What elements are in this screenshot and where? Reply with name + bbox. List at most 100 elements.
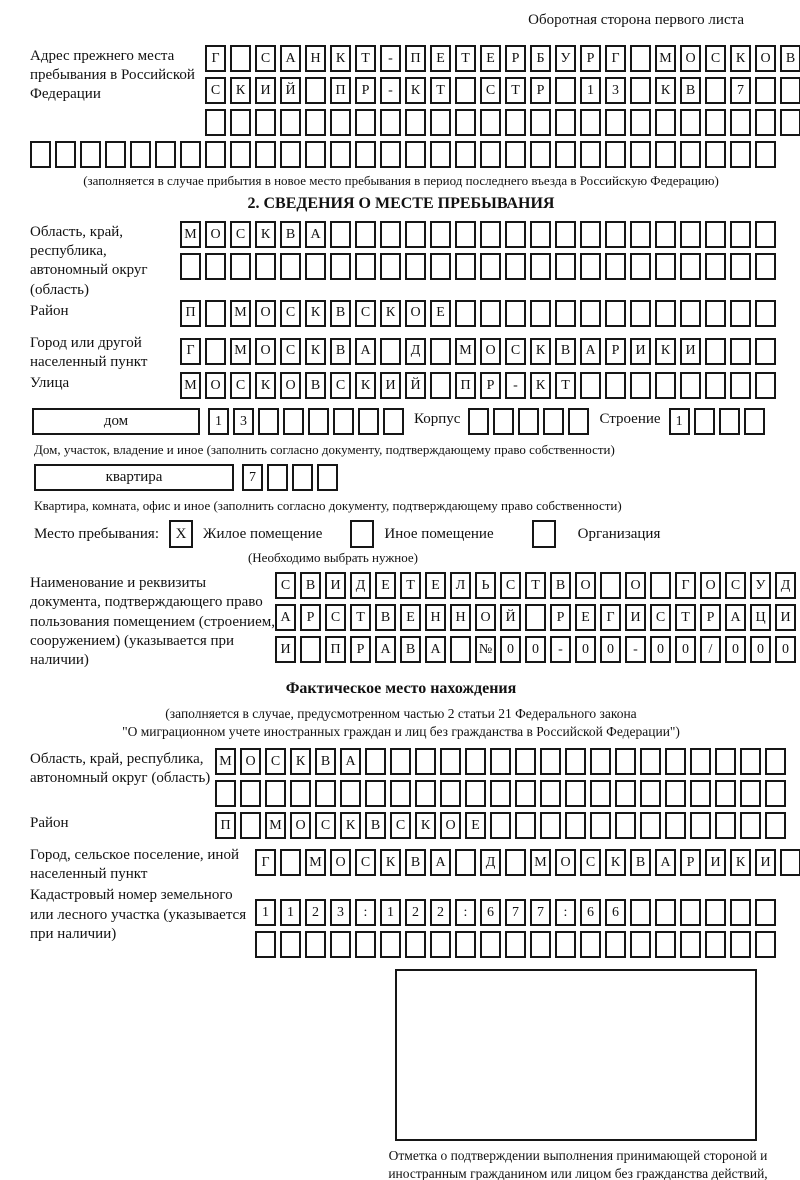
char-cell[interactable]: К	[380, 299, 401, 327]
char-cell[interactable]	[755, 337, 776, 365]
char-cell[interactable]: М	[230, 299, 251, 327]
char-cell[interactable]: Ц	[750, 604, 771, 632]
char-cell[interactable]: /	[700, 636, 721, 664]
char-cell[interactable]	[380, 109, 401, 136]
char-cell[interactable]: Р	[355, 77, 376, 104]
char-cell[interactable]	[730, 899, 751, 927]
char-cell[interactable]: 1	[280, 899, 301, 927]
char-cell[interactable]	[555, 299, 576, 327]
char-cell[interactable]	[440, 780, 461, 808]
char-cell[interactable]	[640, 780, 661, 808]
char-cell[interactable]	[450, 636, 471, 664]
char-cell[interactable]: Й	[405, 372, 426, 400]
char-cell[interactable]: С	[355, 849, 376, 877]
char-cell[interactable]	[565, 780, 586, 808]
char-cell[interactable]: С	[725, 572, 746, 600]
stay-type-checkbox-other[interactable]	[350, 520, 375, 549]
char-cell[interactable]: И	[705, 849, 726, 877]
char-cell[interactable]: С	[230, 372, 251, 400]
char-cell[interactable]: В	[550, 572, 571, 600]
char-cell[interactable]: О	[205, 372, 226, 400]
char-cell[interactable]: Г	[600, 604, 621, 632]
char-cell[interactable]	[355, 109, 376, 136]
char-cell[interactable]: С	[705, 45, 726, 72]
char-cell[interactable]: 7	[242, 464, 263, 492]
char-cell[interactable]	[630, 899, 651, 927]
char-cell[interactable]	[505, 221, 526, 248]
char-cell[interactable]	[505, 849, 526, 877]
char-cell[interactable]	[330, 253, 351, 280]
char-cell[interactable]: С	[355, 299, 376, 327]
char-cell[interactable]	[555, 141, 576, 168]
char-cell[interactable]: Р	[580, 45, 601, 72]
char-cell[interactable]	[155, 141, 176, 168]
char-cell[interactable]: И	[630, 337, 651, 365]
char-cell[interactable]	[267, 464, 288, 492]
char-cell[interactable]: С	[650, 604, 671, 632]
char-cell[interactable]	[265, 780, 286, 808]
char-cell[interactable]	[605, 221, 626, 248]
char-cell[interactable]	[630, 253, 651, 280]
char-cell[interactable]	[230, 109, 251, 136]
char-cell[interactable]	[258, 408, 279, 436]
char-cell[interactable]: В	[305, 372, 326, 400]
char-cell[interactable]	[755, 899, 776, 927]
char-cell[interactable]	[330, 221, 351, 248]
char-cell[interactable]	[630, 77, 651, 104]
char-cell[interactable]: К	[530, 372, 551, 400]
char-cell[interactable]: К	[380, 849, 401, 877]
char-cell[interactable]	[740, 780, 761, 808]
char-cell[interactable]: М	[455, 337, 476, 365]
char-cell[interactable]	[705, 899, 726, 927]
char-cell[interactable]: Р	[480, 372, 501, 400]
char-cell[interactable]	[580, 299, 601, 327]
char-cell[interactable]: А	[580, 337, 601, 365]
stay-type-checkbox-organization[interactable]	[531, 520, 556, 549]
char-cell[interactable]	[415, 748, 436, 776]
char-cell[interactable]	[665, 812, 686, 840]
char-cell[interactable]	[255, 253, 276, 280]
char-cell[interactable]	[680, 372, 701, 400]
char-cell[interactable]	[505, 253, 526, 280]
char-cell[interactable]: Г	[255, 849, 276, 877]
char-cell[interactable]	[465, 780, 486, 808]
char-cell[interactable]	[655, 899, 676, 927]
char-cell[interactable]: 2	[430, 899, 451, 927]
char-cell[interactable]: К	[330, 45, 351, 72]
char-cell[interactable]	[390, 748, 411, 776]
char-cell[interactable]: 2	[305, 899, 326, 927]
char-cell[interactable]	[630, 372, 651, 400]
char-cell[interactable]: 0	[500, 636, 521, 664]
char-cell[interactable]	[355, 141, 376, 168]
char-cell[interactable]: 7	[505, 899, 526, 927]
char-cell[interactable]	[755, 299, 776, 327]
char-cell[interactable]	[755, 141, 776, 168]
char-cell[interactable]	[315, 780, 336, 808]
char-cell[interactable]: М	[215, 748, 236, 776]
char-cell[interactable]	[283, 408, 304, 436]
char-cell[interactable]	[705, 141, 726, 168]
char-cell[interactable]	[405, 141, 426, 168]
char-cell[interactable]	[505, 299, 526, 327]
char-cell[interactable]: У	[750, 572, 771, 600]
char-cell[interactable]: В	[780, 45, 800, 72]
char-cell[interactable]	[705, 337, 726, 365]
char-cell[interactable]	[380, 221, 401, 248]
char-cell[interactable]	[605, 299, 626, 327]
char-cell[interactable]	[755, 253, 776, 280]
char-cell[interactable]	[468, 408, 490, 436]
char-cell[interactable]	[780, 109, 800, 136]
char-cell[interactable]: В	[555, 337, 576, 365]
char-cell[interactable]	[380, 337, 401, 365]
char-cell[interactable]	[540, 780, 561, 808]
char-cell[interactable]: И	[680, 337, 701, 365]
char-cell[interactable]	[493, 408, 515, 436]
char-cell[interactable]	[280, 849, 301, 877]
char-cell[interactable]: 7	[730, 77, 751, 104]
char-cell[interactable]	[255, 109, 276, 136]
char-cell[interactable]	[530, 253, 551, 280]
char-cell[interactable]: С	[480, 77, 501, 104]
char-cell[interactable]: Е	[425, 572, 446, 600]
char-cell[interactable]: Т	[350, 604, 371, 632]
char-cell[interactable]: И	[275, 636, 296, 664]
